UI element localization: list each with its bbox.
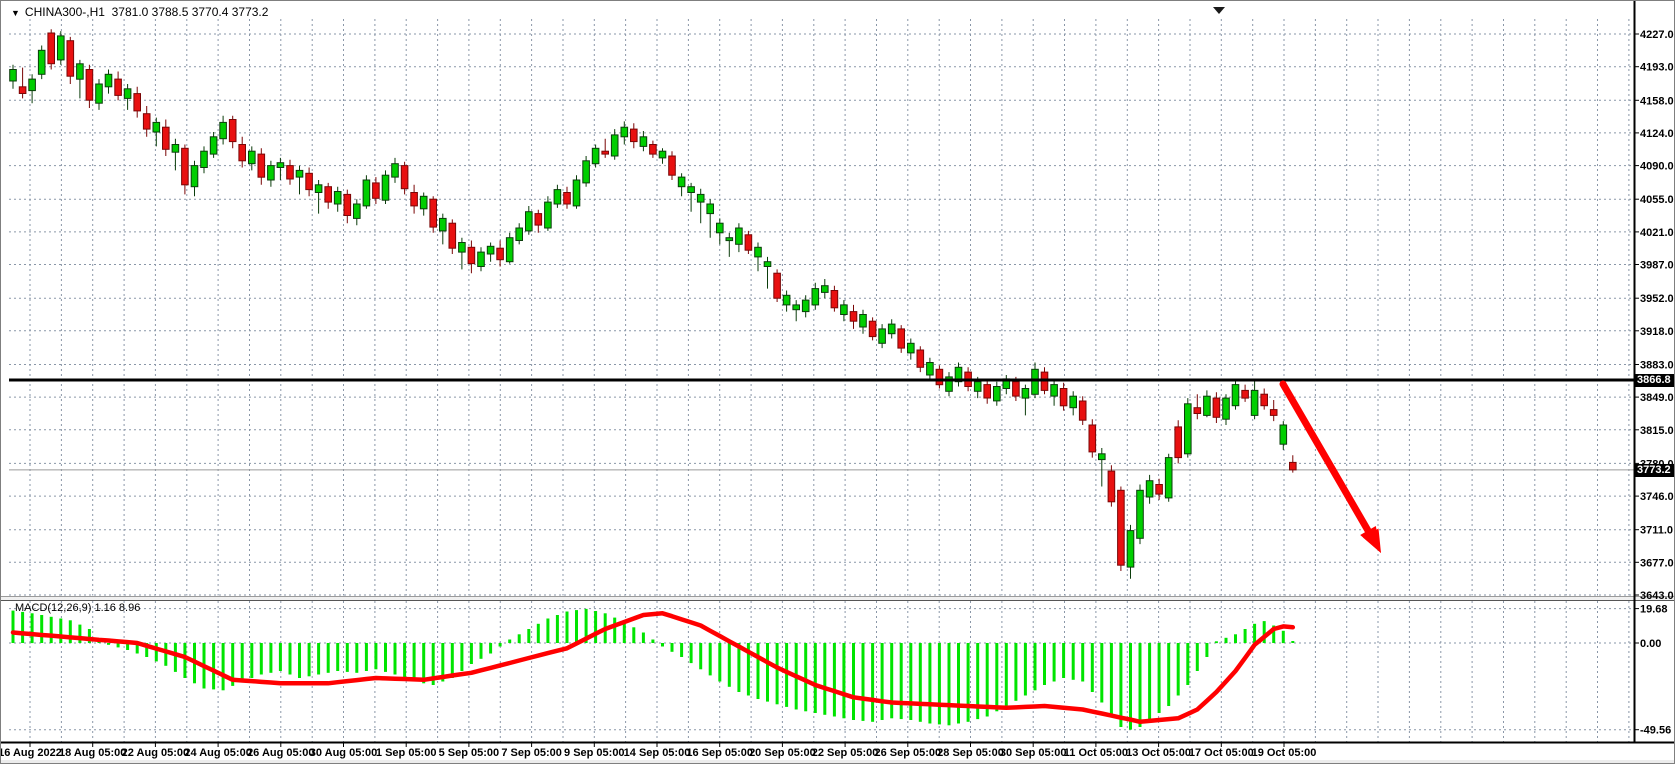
svg-text:20 Sep 05:00: 20 Sep 05:00 (749, 747, 816, 759)
macd-indicator-label: MACD(12,26,9) 1.16 8.96 (15, 602, 141, 614)
svg-text:3883.0: 3883.0 (1640, 360, 1674, 372)
svg-text:7 Sep 05:00: 7 Sep 05:00 (501, 747, 562, 759)
svg-text:4124.0: 4124.0 (1640, 128, 1674, 140)
svg-text:22 Sep 05:00: 22 Sep 05:00 (812, 747, 879, 759)
svg-text:3677.0: 3677.0 (1640, 557, 1674, 569)
symbol-dropdown-icon[interactable]: ▼ (11, 8, 20, 18)
svg-text:-49.56: -49.56 (1640, 725, 1671, 737)
svg-text:26 Sep 05:00: 26 Sep 05:00 (874, 747, 941, 759)
svg-text:11 Oct 05:00: 11 Oct 05:00 (1064, 747, 1128, 759)
bottom-strip (1, 760, 1674, 763)
trend-arrow-annotation[interactable] (1279, 380, 1381, 553)
svg-text:26 Aug 05:00: 26 Aug 05:00 (247, 747, 314, 759)
svg-text:3849.0: 3849.0 (1640, 392, 1674, 404)
svg-text:3746.0: 3746.0 (1640, 491, 1674, 503)
svg-text:4090.0: 4090.0 (1640, 161, 1674, 173)
macd-signal-line (10, 611, 1296, 725)
svg-text:13 Oct 05:00: 13 Oct 05:00 (1126, 747, 1191, 759)
chart-shift-marker-icon[interactable] (1213, 7, 1225, 14)
svg-text:0.00: 0.00 (1640, 638, 1661, 650)
bull-candles (9, 35, 1288, 568)
svg-text:4055.0: 4055.0 (1640, 194, 1674, 206)
svg-text:14 Sep 05:00: 14 Sep 05:00 (624, 747, 691, 759)
svg-text:4021.0: 4021.0 (1640, 227, 1674, 239)
ohlc-spacer (105, 5, 112, 19)
symbol-label[interactable]: ▼ CHINA300-,H1 3781.0 3788.5 3770.4 3773.… (11, 5, 268, 19)
svg-text:30 Sep 05:00: 30 Sep 05:00 (1000, 747, 1067, 759)
svg-text:3918.0: 3918.0 (1640, 326, 1674, 338)
svg-text:19.68: 19.68 (1640, 604, 1668, 616)
svg-text:3815.0: 3815.0 (1640, 425, 1674, 437)
svg-text:3643.0: 3643.0 (1640, 590, 1674, 602)
svg-text:17 Oct 05:00: 17 Oct 05:00 (1189, 747, 1254, 759)
svg-text:4158.0: 4158.0 (1640, 95, 1674, 107)
svg-text:4227.0: 4227.0 (1640, 29, 1674, 41)
svg-text:24 Aug 05:00: 24 Aug 05:00 (184, 747, 251, 759)
svg-text:3711.0: 3711.0 (1640, 525, 1673, 537)
svg-text:18 Aug 05:00: 18 Aug 05:00 (59, 747, 126, 759)
svg-text:30 Aug 05:00: 30 Aug 05:00 (310, 747, 377, 759)
svg-text:5 Sep 05:00: 5 Sep 05:00 (439, 747, 500, 759)
ohlc-values: 3781.0 3788.5 3770.4 3773.2 (111, 5, 269, 19)
hline-price-tag: 3866.8 (1635, 374, 1674, 387)
svg-text:9 Sep 05:00: 9 Sep 05:00 (564, 747, 625, 759)
svg-text:19 Oct 05:00: 19 Oct 05:00 (1252, 747, 1317, 759)
svg-text:4193.0: 4193.0 (1640, 62, 1674, 74)
svg-text:28 Sep 05:00: 28 Sep 05:00 (937, 747, 1004, 759)
svg-text:3987.0: 3987.0 (1640, 260, 1674, 272)
current-price-tag: 3773.2 (1635, 464, 1674, 477)
svg-text:1 Sep 05:00: 1 Sep 05:00 (376, 747, 437, 759)
price-axis-labels[interactable]: 4227.0 4193.0 4158.0 4124.0 4090.0 4055.0 4021… (1634, 29, 1674, 737)
symbol-period-text: CHINA300-,H1 (24, 5, 105, 19)
panel-separator[interactable] (1, 596, 1675, 601)
svg-text:16 Aug 2022: 16 Aug 2022 (1, 747, 62, 759)
svg-text:16 Sep 05:00: 16 Sep 05:00 (686, 747, 753, 759)
svg-text:3952.0: 3952.0 (1640, 293, 1674, 305)
svg-text:22 Aug 05:00: 22 Aug 05:00 (122, 747, 189, 759)
